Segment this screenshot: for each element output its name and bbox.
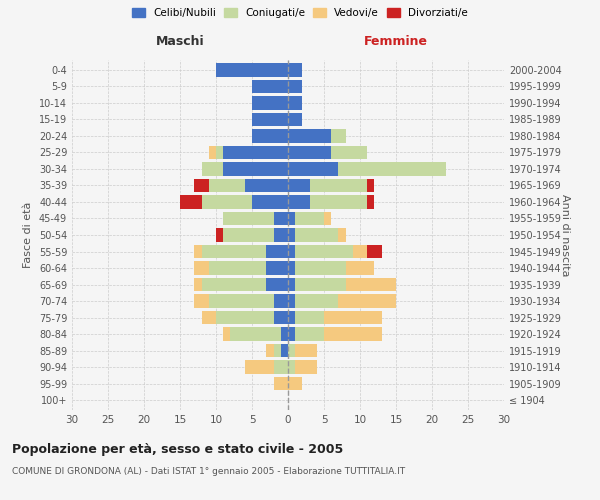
Bar	[367, 245, 382, 258]
Bar	[346, 262, 374, 274]
Bar	[216, 64, 288, 76]
Bar	[288, 311, 295, 324]
Bar	[295, 311, 324, 324]
Bar	[288, 212, 295, 225]
Bar	[209, 262, 266, 274]
Bar	[252, 113, 288, 126]
Y-axis label: Fasce di età: Fasce di età	[23, 202, 33, 268]
Bar	[223, 146, 288, 159]
Bar	[367, 179, 374, 192]
Bar	[288, 262, 295, 274]
Bar	[288, 130, 331, 142]
Bar	[288, 196, 310, 208]
Bar	[295, 212, 324, 225]
Bar	[295, 262, 346, 274]
Bar	[288, 80, 302, 93]
Bar	[338, 228, 346, 241]
Bar	[216, 228, 223, 241]
Bar	[266, 278, 288, 291]
Bar	[288, 328, 295, 340]
Bar	[274, 228, 288, 241]
Bar	[216, 311, 274, 324]
Text: COMUNE DI GRONDONA (AL) - Dati ISTAT 1° gennaio 2005 - Elaborazione TUTTITALIA.I: COMUNE DI GRONDONA (AL) - Dati ISTAT 1° …	[12, 468, 405, 476]
Bar	[202, 162, 223, 175]
Bar	[288, 113, 302, 126]
Bar	[223, 162, 288, 175]
Bar	[274, 344, 281, 357]
Bar	[223, 212, 274, 225]
Bar	[266, 245, 288, 258]
Bar	[288, 162, 338, 175]
Bar	[202, 245, 266, 258]
Bar	[194, 278, 202, 291]
Bar	[288, 228, 295, 241]
Text: Femmine: Femmine	[364, 36, 428, 49]
Bar	[252, 130, 288, 142]
Bar	[338, 162, 446, 175]
Bar	[288, 64, 302, 76]
Bar	[274, 311, 288, 324]
Bar	[295, 245, 353, 258]
Bar	[288, 294, 295, 308]
Bar	[209, 294, 274, 308]
Bar	[194, 262, 209, 274]
Bar	[331, 146, 367, 159]
Bar	[324, 212, 331, 225]
Bar	[288, 278, 295, 291]
Bar	[310, 196, 367, 208]
Bar	[266, 262, 288, 274]
Bar	[295, 278, 346, 291]
Bar	[274, 377, 288, 390]
Bar	[245, 179, 288, 192]
Bar	[209, 179, 245, 192]
Bar	[288, 344, 295, 357]
Bar	[295, 328, 324, 340]
Bar	[245, 360, 274, 374]
Text: Popolazione per età, sesso e stato civile - 2005: Popolazione per età, sesso e stato civil…	[12, 442, 343, 456]
Bar	[180, 196, 202, 208]
Bar	[281, 328, 288, 340]
Bar	[274, 294, 288, 308]
Bar	[338, 294, 396, 308]
Bar	[288, 360, 295, 374]
Bar	[252, 80, 288, 93]
Bar	[310, 179, 367, 192]
Bar	[295, 294, 338, 308]
Bar	[288, 377, 302, 390]
Bar	[295, 360, 317, 374]
Bar	[281, 344, 288, 357]
Bar	[288, 179, 310, 192]
Bar	[194, 245, 202, 258]
Bar	[230, 328, 281, 340]
Bar	[223, 228, 274, 241]
Bar	[223, 328, 230, 340]
Bar	[295, 344, 317, 357]
Bar	[252, 96, 288, 110]
Bar	[288, 245, 295, 258]
Y-axis label: Anni di nascita: Anni di nascita	[560, 194, 570, 276]
Bar	[288, 146, 331, 159]
Bar	[274, 360, 288, 374]
Bar	[324, 311, 382, 324]
Bar	[252, 196, 288, 208]
Bar	[194, 179, 209, 192]
Bar	[216, 146, 223, 159]
Bar	[353, 245, 367, 258]
Bar	[202, 278, 266, 291]
Bar	[274, 212, 288, 225]
Bar	[346, 278, 396, 291]
Bar	[367, 196, 374, 208]
Bar	[324, 328, 382, 340]
Bar	[295, 228, 338, 241]
Legend: Celibi/Nubili, Coniugati/e, Vedovi/e, Divorziati/e: Celibi/Nubili, Coniugati/e, Vedovi/e, Di…	[132, 8, 468, 18]
Bar	[288, 96, 302, 110]
Bar	[209, 146, 216, 159]
Bar	[331, 130, 346, 142]
Bar	[202, 196, 252, 208]
Text: Maschi: Maschi	[155, 36, 205, 49]
Bar	[202, 311, 216, 324]
Bar	[194, 294, 209, 308]
Bar	[266, 344, 274, 357]
